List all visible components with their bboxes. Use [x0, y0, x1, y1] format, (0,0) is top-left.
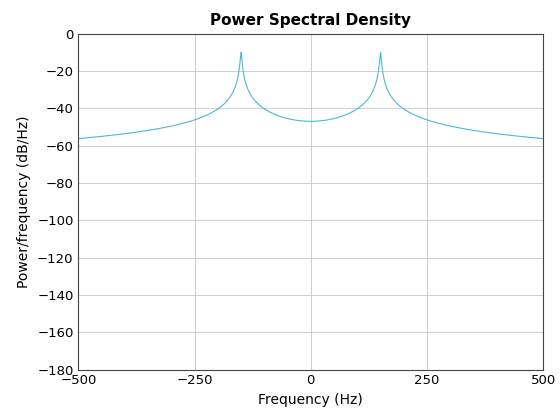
X-axis label: Frequency (Hz): Frequency (Hz) [258, 393, 363, 407]
Title: Power Spectral Density: Power Spectral Density [211, 13, 411, 28]
Y-axis label: Power/frequency (dB/Hz): Power/frequency (dB/Hz) [17, 116, 31, 288]
